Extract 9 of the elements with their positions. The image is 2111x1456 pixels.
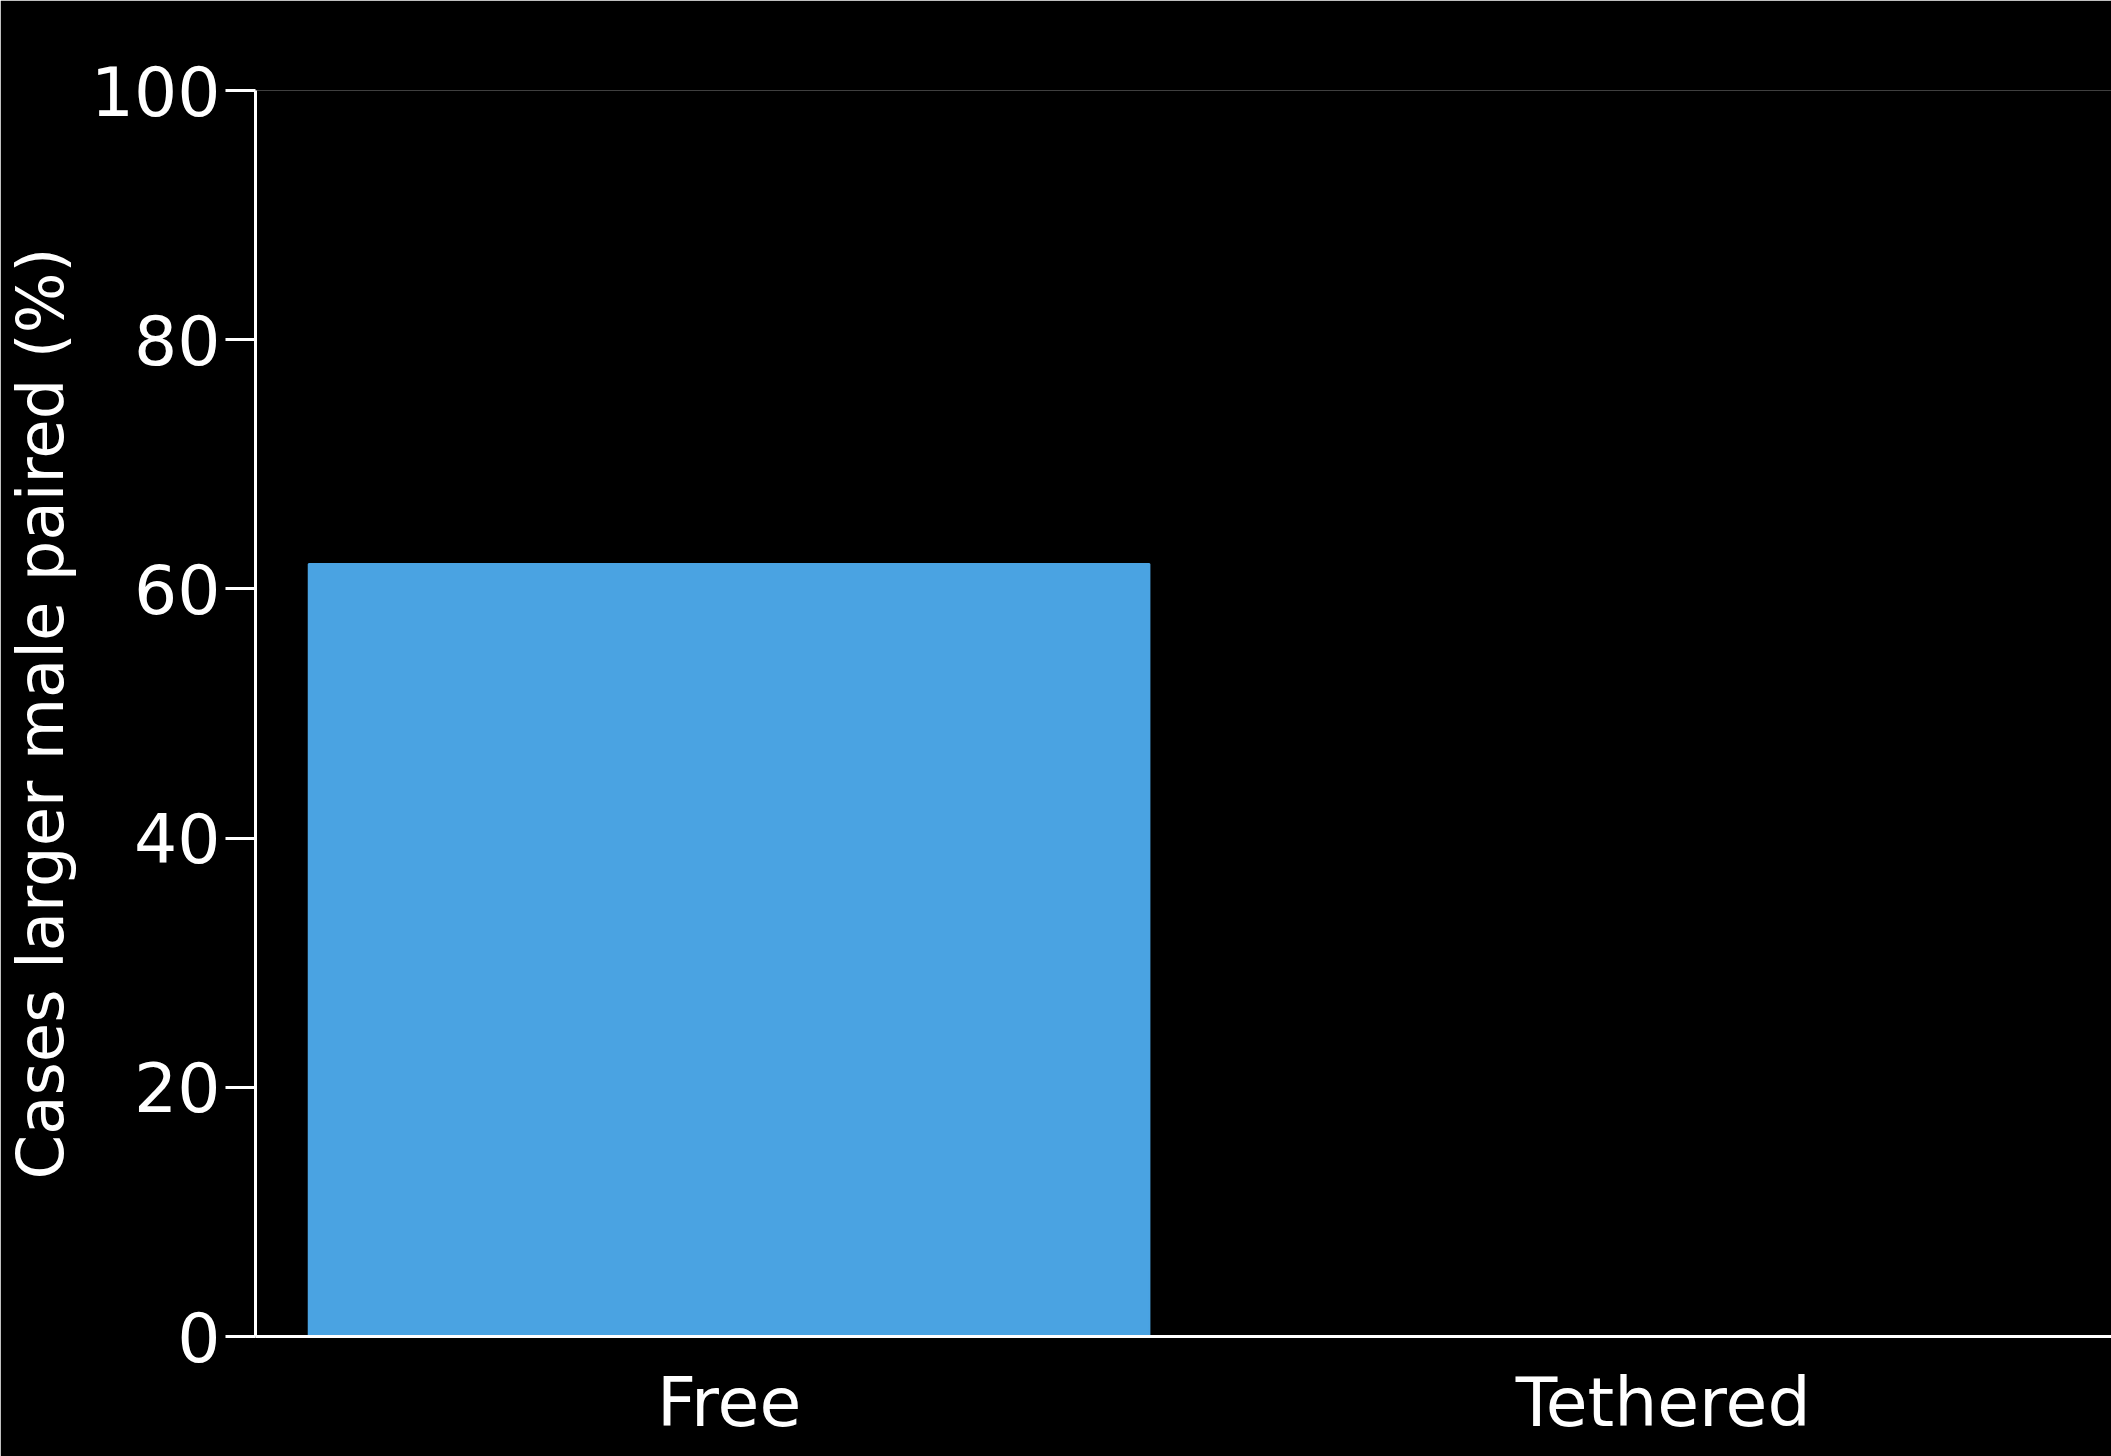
y-tick-label: 100 <box>90 52 221 132</box>
y-axis-title: Cases larger male paired (%) <box>3 247 78 1180</box>
y-tick-label: 80 <box>133 301 221 381</box>
y-tick-label: 20 <box>133 1049 221 1129</box>
y-tick-label: 0 <box>177 1298 221 1378</box>
x-tick-label: Free <box>656 1362 802 1442</box>
y-tick-label: 60 <box>133 550 221 630</box>
y-tick-label: 40 <box>133 800 221 880</box>
x-tick-label: Tethered <box>1514 1362 1811 1442</box>
